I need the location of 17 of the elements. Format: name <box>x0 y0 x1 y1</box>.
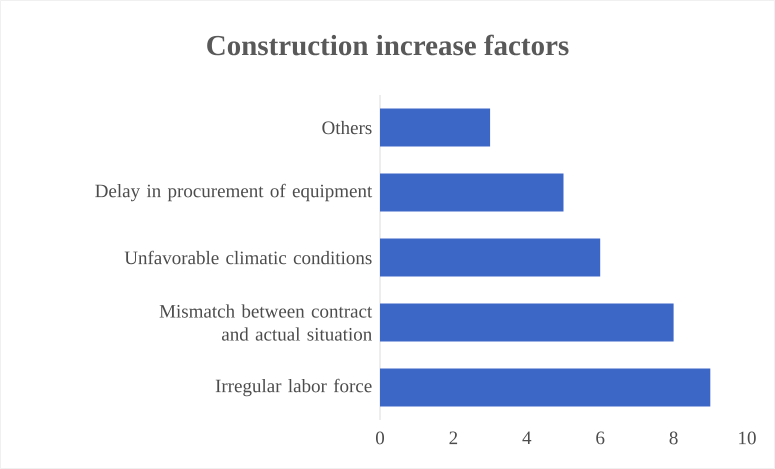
bar <box>380 174 564 212</box>
y-tick-label: Others <box>322 120 372 134</box>
y-tick-label: Mismatch between contract and actual situation <box>160 304 372 341</box>
y-tick-label: Irregular labor force <box>216 378 372 396</box>
y-tick-label: Delay in procurement of equipment <box>95 184 372 202</box>
x-tick-label: 2 <box>449 432 458 444</box>
bar <box>380 368 710 407</box>
x-tick-label: 10 <box>739 432 756 444</box>
x-tick-label: 6 <box>596 432 604 444</box>
bar <box>380 238 600 277</box>
bar <box>380 108 490 146</box>
x-tick-label: 0 <box>376 432 384 444</box>
chart-title: Construction increase factors <box>207 34 569 56</box>
bar <box>380 304 674 342</box>
y-tick-label: Unfavorable climatic conditions <box>124 250 372 264</box>
x-tick-label: 4 <box>522 432 532 444</box>
x-tick-label: 8 <box>670 432 678 444</box>
